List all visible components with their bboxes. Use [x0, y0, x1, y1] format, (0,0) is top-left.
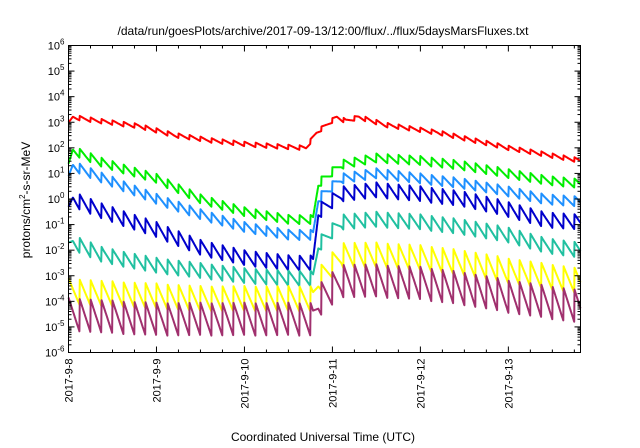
y-axis-label: protons/cm2-s-sr-MeV [18, 142, 33, 258]
y-tick-label-base: 10 [45, 271, 57, 283]
y-tick-label-base: 10 [48, 92, 60, 104]
y-tick-label-exponent: 1 [60, 165, 65, 174]
y-tick-label-base: 10 [45, 348, 57, 360]
series-line-7 [67, 263, 582, 337]
y-tick-label-base: 10 [45, 245, 57, 257]
x-tick-label: 2017-9-11 [327, 359, 339, 408]
y-tick-label-exponent: -4 [57, 293, 65, 302]
y-tick-label-base: 10 [48, 41, 60, 53]
y-tick-label-exponent: -1 [57, 217, 65, 226]
y-tick-label-exponent: 2 [60, 140, 65, 149]
y-tick-label: 101 [48, 165, 65, 180]
y-tick-label-exponent: 3 [60, 114, 65, 123]
y-tick-label: 100 [48, 191, 65, 206]
y-tick-label-exponent: 0 [60, 191, 65, 200]
y-tick-label: 10-6 [45, 345, 65, 360]
x-tick-label: 2017-9-13 [503, 359, 515, 409]
series-line-2 [67, 147, 582, 225]
y-axis-label-unit: -s-sr-MeV [19, 142, 33, 195]
y-tick-label-exponent: -5 [57, 319, 65, 328]
y-tick-label-base: 10 [48, 143, 60, 155]
y-tick-label: 103 [48, 114, 65, 129]
y-tick-label-base: 10 [48, 117, 60, 129]
y-tick-label: 10-4 [45, 293, 65, 308]
y-tick-label: 10-2 [45, 242, 65, 257]
y-tick-label: 10-5 [45, 319, 65, 334]
x-tick-label: 2017-9-9 [151, 359, 163, 403]
x-tick-label: 2017-9-8 [64, 359, 76, 403]
x-tick-label: 2017-9-12 [415, 359, 427, 409]
series-line-5 [67, 210, 582, 287]
y-tick-label: 102 [48, 140, 65, 155]
y-tick-label: 10-3 [45, 268, 65, 283]
series-layer [67, 114, 582, 337]
x-axis-label: Coordinated Universal Time (UTC) [231, 430, 415, 444]
y-axis-label-main: protons/cm [19, 199, 33, 258]
y-tick-label-base: 10 [45, 220, 57, 232]
series-line-4 [67, 181, 582, 272]
y-tick-label: 106 [48, 38, 65, 53]
svg-text:protons/cm2-s-sr-MeV: protons/cm2-s-sr-MeV [18, 142, 33, 258]
y-tick-label-exponent: 5 [60, 63, 65, 72]
x-tick-label: 2017-9-10 [239, 359, 251, 409]
y-tick-label-base: 10 [45, 296, 57, 308]
y-tick-label-base: 10 [45, 322, 57, 334]
chart-title: /data/run/goesPlots/archive/2017-09-13/1… [118, 24, 530, 38]
y-tick-label-exponent: -6 [57, 345, 65, 354]
series-line-3 [67, 162, 582, 241]
y-tick-label: 105 [48, 63, 65, 78]
y-tick-label-exponent: 6 [60, 38, 65, 47]
ticks-layer: 10-610-510-410-310-210-11001011021031041… [45, 38, 581, 409]
y-tick-label-base: 10 [48, 194, 60, 206]
y-tick-label-exponent: -3 [57, 268, 65, 277]
y-tick-label-base: 10 [48, 66, 60, 78]
plot-frame [68, 45, 581, 353]
y-tick-label: 10-1 [45, 217, 65, 232]
series-line-1 [67, 114, 582, 163]
y-tick-label-base: 10 [48, 168, 60, 180]
y-tick-label-exponent: 4 [60, 89, 65, 98]
series-line-6 [67, 241, 582, 313]
y-tick-label: 104 [48, 89, 65, 104]
y-axis-label-superscript: 2 [18, 194, 27, 199]
y-tick-label-exponent: -2 [57, 242, 65, 251]
